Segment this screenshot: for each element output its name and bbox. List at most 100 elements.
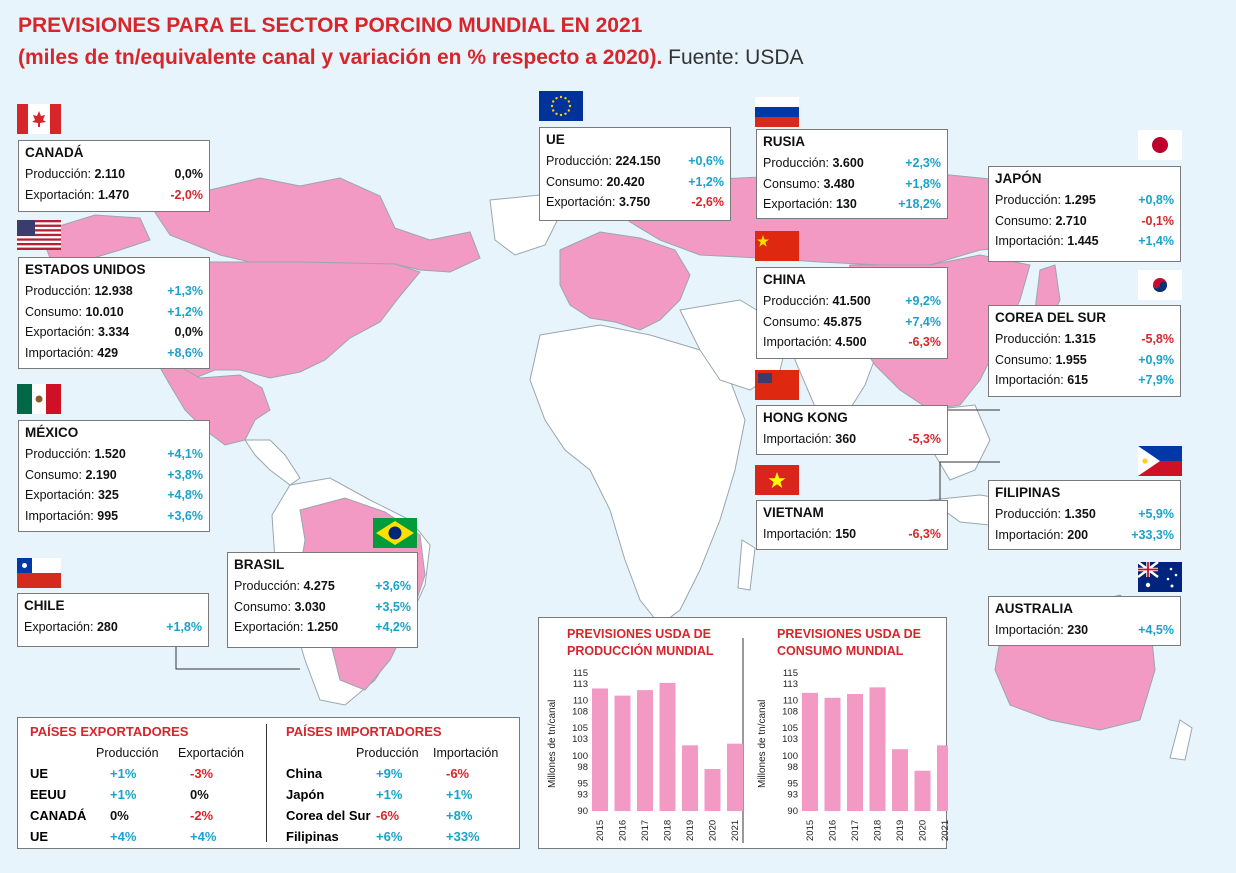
stat-label-text: Importación:	[763, 527, 836, 541]
stat-label: Producción: 3.600	[763, 153, 864, 174]
stat-label-text: Consumo:	[546, 174, 607, 189]
stat-change: -5,3%	[908, 432, 941, 446]
stat-row: Producción: 12.938 +1,3%	[25, 281, 203, 302]
stat-label-text: Consumo:	[25, 304, 86, 319]
stat-value: 130	[835, 197, 857, 211]
stat-label: Producción: 41.500	[763, 291, 871, 312]
mexico-shape	[148, 348, 271, 446]
importer-import: -6%	[446, 766, 470, 781]
stat-value: 995	[97, 508, 119, 523]
stat-row: Consumo: 20.420 +1,2%	[546, 172, 724, 193]
bar-2017	[637, 690, 653, 811]
x-tick-label: 2017	[640, 820, 651, 841]
stat-value: 360	[835, 432, 857, 446]
stat-label-text: Consumo:	[234, 599, 295, 614]
stat-label-text: Producción:	[995, 193, 1065, 207]
chart-ylabel: Millones de tn/canal	[757, 700, 768, 788]
country-box-japon: JAPÓN Producción: 1.295 +0,8% Consumo: 2.71…	[988, 166, 1181, 262]
x-tick-label: 2021	[730, 820, 741, 841]
stat-row: Exportación: 1.470 -2,0%	[25, 185, 203, 206]
y-tick-label: 95	[577, 778, 588, 789]
country-name: VIETNAM	[763, 505, 824, 520]
stat-row: Importación: 4.500 -6,3%	[763, 332, 941, 353]
stat-value: 230	[1067, 623, 1089, 637]
country-box-rusia: RUSIA Producción: 3.600 +2,3% Consumo: 3.48…	[756, 129, 948, 219]
stat-value: 1.470	[97, 187, 130, 202]
stat-row: Producción: 41.500 +9,2%	[763, 291, 941, 312]
stat-label-text: Exportación:	[546, 195, 619, 209]
stat-label-text: Producción:	[546, 154, 616, 168]
y-tick-label: 98	[577, 762, 588, 773]
stat-label: Producción: 1.350	[995, 504, 1096, 525]
stat-change: +5,9%	[1138, 507, 1174, 521]
y-tick-label: 105	[572, 723, 588, 734]
stat-value: 3.600	[832, 156, 864, 170]
stat-change: +4,2%	[375, 620, 411, 634]
stat-value: 20.420	[606, 174, 645, 189]
bar-2018	[869, 687, 886, 811]
country-box-hongkong: HONG KONG Importación: 360 -5,3%	[756, 405, 948, 455]
nz-shape	[1169, 719, 1193, 761]
stat-value: 3.334	[97, 325, 130, 339]
stat-label: Importación: 995	[25, 506, 118, 527]
stat-label: Exportación: 130	[763, 194, 857, 215]
country-box-chile: CHILE Exportación: 280 +1,8%	[17, 593, 209, 647]
stat-value: 429	[97, 345, 119, 360]
stat-label: Producción: 1.295	[995, 190, 1096, 211]
usa-flag-icon	[17, 220, 61, 250]
stat-change: +9,2%	[905, 294, 941, 308]
stat-label: Importación: 429	[25, 343, 118, 364]
stat-label-text: Exportación:	[25, 325, 98, 339]
madagascar-shape	[737, 539, 756, 591]
stat-row: Consumo: 10.010 +1,2%	[25, 302, 203, 323]
charts-panel: PREVISIONES USDA DE PRODUCCIÓN MUNDIAL Mil…	[538, 617, 953, 849]
x-tick-label: 2016	[828, 820, 839, 841]
stat-value: 1.350	[1064, 507, 1096, 521]
stat-value: 4.275	[303, 579, 335, 593]
stat-change: +1,2%	[688, 174, 724, 189]
exporter-name: UE	[30, 829, 49, 844]
stat-value: 1.445	[1067, 234, 1099, 248]
importer-import: +8%	[446, 808, 473, 823]
stat-change: +0,8%	[1138, 193, 1174, 207]
country-name: UE	[546, 132, 565, 147]
stat-label-text: Consumo:	[25, 467, 86, 482]
stat-row: Importación: 615 +7,9%	[995, 370, 1174, 391]
stat-value: 224.150	[615, 154, 661, 168]
country-name: JAPÓN	[995, 171, 1042, 186]
stat-value: 1.520	[94, 447, 126, 461]
chart-title: PREVISIONES USDA DE PRODUCCIÓN MUNDIAL	[567, 627, 714, 658]
stat-value: 3.480	[823, 176, 855, 191]
stat-label: Producción: 4.275	[234, 576, 335, 597]
stat-label-text: Consumo:	[763, 314, 824, 329]
stat-label: Producción: 12.938	[25, 281, 133, 302]
stat-change: +3,6%	[167, 508, 203, 523]
stat-row: Exportación: 3.334 0,0%	[25, 322, 203, 343]
page-title: PREVISIONES PARA EL SECTOR PORCINO MUNDI…	[18, 10, 804, 74]
country-box-canada: CANADÁ Producción: 2.110 0,0% Exportación: …	[18, 140, 210, 212]
y-tick-label: 93	[787, 789, 798, 800]
stat-label-text: Producción:	[25, 447, 95, 461]
country-name: MÉXICO	[25, 425, 79, 440]
stat-label-text: Producción:	[25, 284, 95, 298]
stat-row: Producción: 3.600 +2,3%	[763, 153, 941, 174]
importer-name: Japón	[286, 787, 325, 802]
x-tick-label: 2015	[595, 820, 606, 841]
y-tick-label: 113	[783, 679, 798, 690]
chart-title: PREVISIONES USDA DE CONSUMO MUNDIAL	[777, 627, 921, 658]
stat-row: Consumo: 45.875 +7,4%	[763, 312, 941, 333]
country-name: HONG KONG	[763, 410, 848, 425]
stat-label-text: Importación:	[763, 432, 836, 446]
chart-ylabel: Millones de tn/canal	[547, 700, 558, 788]
summary-divider	[266, 724, 267, 842]
stat-label-text: Importación:	[25, 508, 98, 523]
y-tick-label: 103	[572, 734, 588, 745]
stat-row: Importación: 1.445 +1,4%	[995, 231, 1174, 252]
stat-change: -2,0%	[170, 187, 203, 202]
stat-label-text: Importación:	[763, 335, 836, 349]
stat-label: Importación: 360	[763, 429, 856, 450]
importer-import: +1%	[446, 787, 473, 802]
stat-value: 615	[1067, 373, 1089, 387]
stat-label-text: Importación:	[995, 623, 1068, 637]
stat-change: +0,9%	[1138, 352, 1174, 367]
